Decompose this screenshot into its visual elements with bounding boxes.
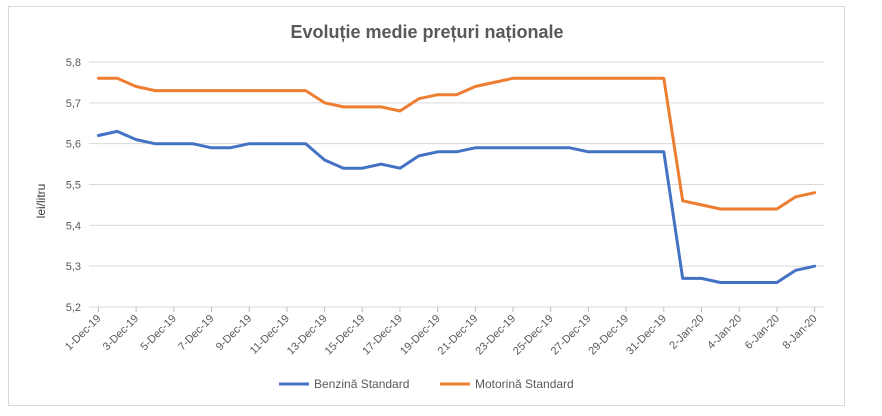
y-tick-label: 5,5: [66, 180, 81, 192]
x-tick-label: 2-Jan-20: [667, 313, 706, 352]
x-tick-label: 6-Jan-20: [743, 313, 782, 352]
legend: Benzină Standard Motorină Standard: [279, 377, 574, 391]
y-tick-label: 5,7: [66, 98, 81, 110]
series-line-motorina: [96, 76, 817, 211]
y-axis-ticks: 5,2 5,3 5,4 5,5 5,6 5,7 5,8: [66, 57, 81, 314]
y-tick-label: 5,6: [66, 139, 81, 151]
line-chart: Evoluție medie prețuri naționale 5,25,35…: [34, 22, 824, 391]
x-tick-label: 4-Jan-20: [705, 313, 744, 352]
chart-frame: Evoluție medie prețuri naționale 5,2 5,3 5…: [8, 6, 845, 406]
x-tick-label: 1-Dec-19: [63, 313, 103, 353]
series-line-benzina: [96, 129, 817, 284]
x-tick-label: 5-Dec-19: [138, 313, 178, 353]
gridlines: [89, 61, 824, 267]
y-tick-label: 5,4: [66, 220, 81, 232]
x-tick-label: 3-Dec-19: [101, 313, 141, 353]
y-tick-label: 5,8: [66, 57, 81, 69]
series-lines: [96, 76, 817, 284]
x-tick-label: 7-Dec-19: [176, 313, 216, 353]
y-tick-label: 5,3: [66, 261, 81, 273]
legend-label-benzina: Benzină Standard: [314, 377, 409, 391]
x-axis-ticks: 1-Dec-193-Dec-195-Dec-197-Dec-199-Dec-19…: [63, 307, 820, 357]
y-tick-label: 5,2: [66, 302, 81, 314]
legend-label-motorina: Motorină Standard: [475, 377, 574, 391]
x-tick-label: 8-Jan-20: [781, 313, 820, 352]
chart-title: Evoluție medie prețuri naționale: [290, 22, 563, 42]
x-tick-label: 31-Dec-19: [624, 313, 669, 358]
y-axis-label: lei/litru: [34, 184, 48, 219]
